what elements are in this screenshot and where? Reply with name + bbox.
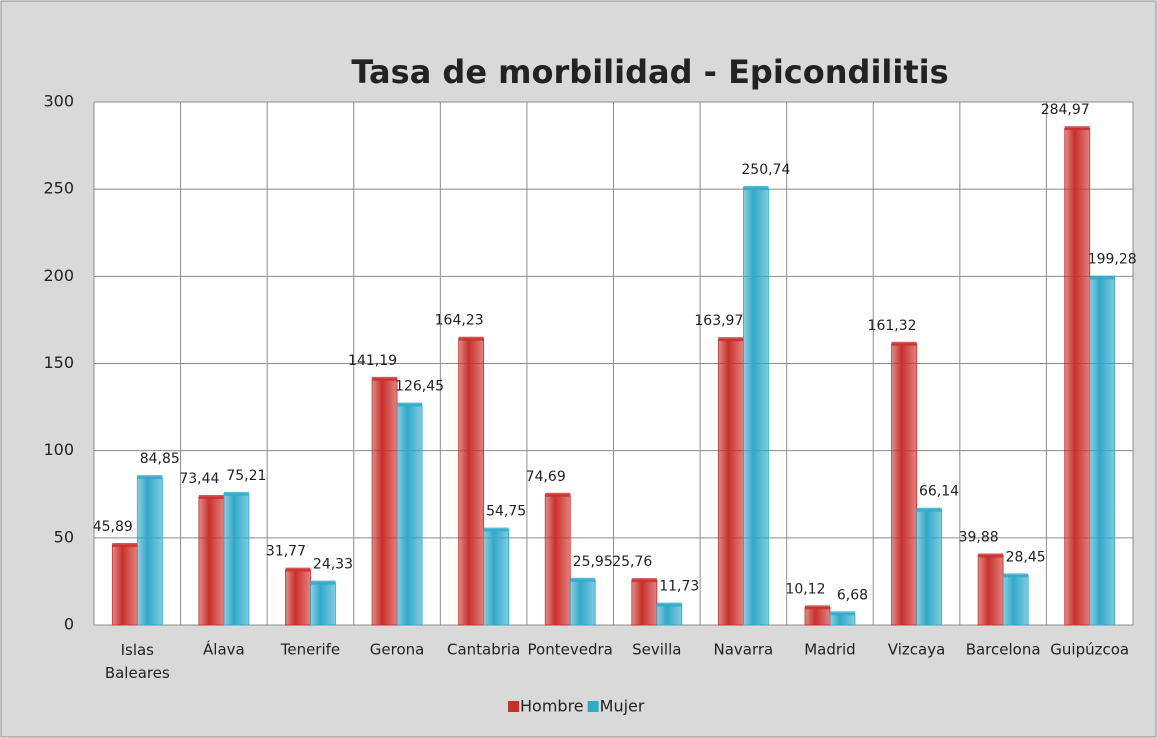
bar-top (372, 376, 398, 381)
bar-top (198, 494, 224, 499)
data-label: 75,21 (226, 468, 266, 484)
x-tick-label: Guipúzcoa (1050, 641, 1129, 659)
data-label: 10,12 (785, 581, 825, 597)
bar (977, 555, 1004, 626)
bar-top (137, 475, 163, 480)
bar-top (743, 185, 769, 190)
bar-top (891, 341, 917, 346)
data-label: 161,32 (868, 318, 917, 334)
x-tick-label: Barcelona (966, 641, 1041, 659)
y-tick-label: 150 (43, 353, 74, 372)
bar-top (285, 567, 311, 572)
bar-top (978, 553, 1004, 558)
bar (285, 569, 311, 626)
x-tick-label: Gerona (370, 641, 425, 659)
bar-top (570, 577, 596, 582)
bar-top (112, 542, 138, 547)
bar (223, 493, 250, 626)
legend-swatch (508, 701, 519, 712)
y-tick-label: 100 (43, 440, 74, 459)
bar (458, 338, 485, 626)
bar-top (397, 402, 423, 407)
data-label: 39,88 (959, 529, 999, 545)
bar (544, 494, 571, 626)
bar-top (631, 578, 657, 583)
data-label: 25,95 (573, 554, 613, 570)
bar-top (223, 491, 249, 496)
data-label: 45,89 (93, 519, 133, 535)
data-label: 284,97 (1041, 102, 1090, 118)
data-label: 66,14 (919, 484, 959, 500)
bar-top (1089, 275, 1115, 280)
data-label: 126,45 (395, 379, 444, 395)
bar-top (458, 336, 484, 341)
bar-top (656, 602, 682, 607)
data-label: 84,85 (140, 451, 180, 467)
bar (631, 579, 658, 626)
x-tick-label: Pontevedra (528, 641, 613, 659)
y-tick-label: 0 (64, 615, 74, 634)
bar (804, 606, 831, 626)
data-label: 163,97 (694, 313, 743, 329)
y-tick-label: 50 (54, 527, 74, 546)
data-label: 24,33 (313, 557, 353, 573)
data-label: 74,69 (526, 469, 566, 485)
legend-swatch (587, 701, 599, 712)
x-tick-label: Cantabria (447, 641, 520, 659)
data-label: 141,19 (348, 353, 397, 369)
bar (916, 509, 942, 626)
bar (742, 187, 769, 626)
data-label: 54,75 (486, 504, 526, 520)
x-tick-label: Vizcaya (888, 641, 945, 659)
bar (656, 604, 683, 626)
bar (371, 378, 398, 626)
y-tick-label: 300 (43, 92, 74, 111)
bar (1089, 277, 1116, 626)
bar-top (545, 492, 571, 497)
bar-top (718, 337, 744, 342)
data-label: 31,77 (266, 544, 306, 560)
chart-title: Tasa de morbilidad - Epicondilitis (351, 53, 948, 91)
x-tick-label: Sevilla (632, 641, 681, 659)
x-tick-label: Tenerife (280, 641, 340, 659)
x-tick-label: Navarra (714, 641, 774, 659)
bar (483, 529, 510, 626)
x-tick-label: Madrid (804, 641, 856, 659)
bar (396, 404, 423, 626)
x-tick-label: Álava (203, 640, 245, 659)
bar (891, 343, 917, 626)
data-label: 73,44 (179, 471, 219, 487)
data-label: 199,28 (1088, 252, 1137, 268)
legend-label: Hombre (520, 697, 584, 716)
legend-label: Mujer (600, 697, 645, 716)
bar (198, 496, 225, 626)
bar (569, 579, 596, 626)
data-label: 25,76 (612, 554, 652, 570)
bar (1002, 575, 1029, 626)
data-label: 164,23 (435, 313, 484, 329)
bar (1064, 127, 1091, 626)
bar (136, 476, 163, 626)
y-tick-label: 250 (43, 179, 74, 198)
bar-top (916, 507, 942, 512)
bar (310, 582, 336, 626)
bar (717, 338, 744, 626)
data-label: 6,68 (837, 587, 868, 603)
bar-top (1064, 126, 1090, 131)
data-label: 250,74 (741, 162, 790, 178)
y-tick-label: 200 (43, 266, 74, 285)
bar (111, 544, 138, 626)
bar-top (310, 580, 336, 585)
data-label: 28,45 (1006, 549, 1046, 565)
bar-top (804, 605, 830, 610)
bar-top (483, 527, 509, 532)
bar-top (829, 611, 855, 616)
data-label: 11,73 (659, 579, 699, 595)
x-tick-label: Islas Baleares (105, 641, 170, 682)
bar-top (1003, 573, 1029, 578)
